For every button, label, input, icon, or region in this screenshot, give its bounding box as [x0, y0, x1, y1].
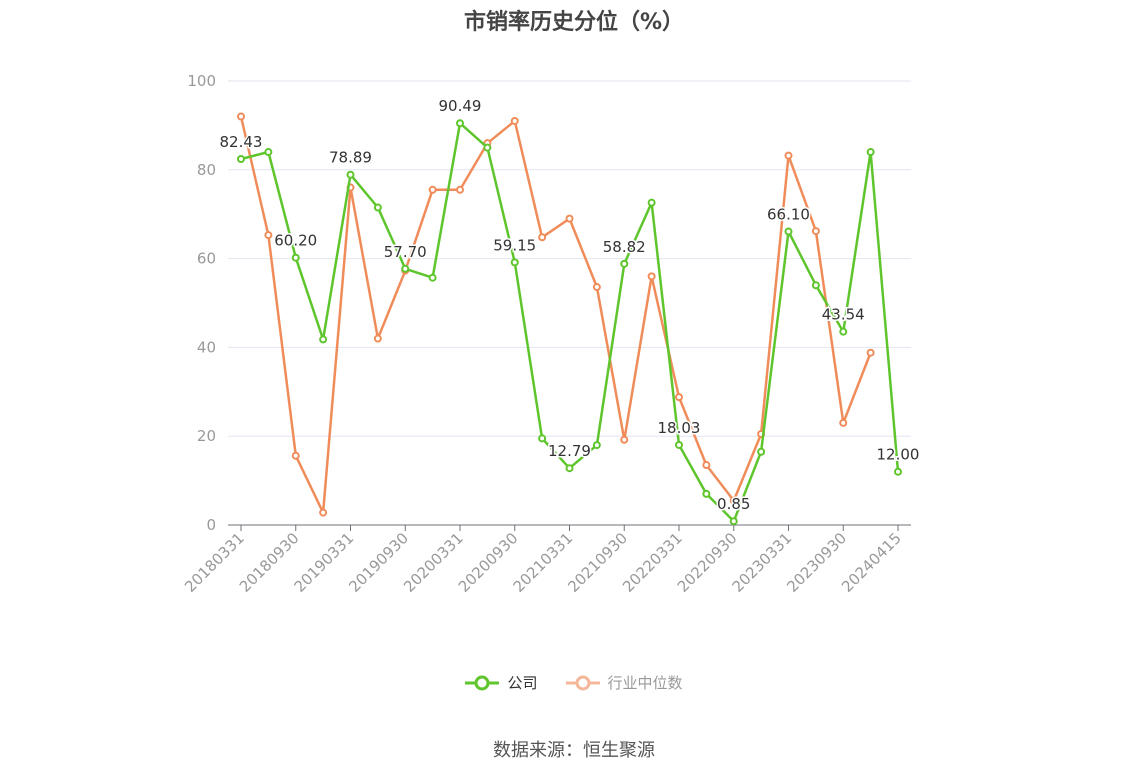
data-point	[894, 467, 902, 476]
data-point	[839, 418, 848, 427]
data-label: 12.79	[548, 442, 591, 460]
data-point	[428, 185, 437, 194]
data-point	[839, 327, 848, 336]
data-point	[811, 227, 820, 236]
data-label: 57.70	[384, 243, 427, 261]
data-point	[784, 227, 793, 236]
data-point	[592, 441, 601, 450]
data-label: 58.82	[603, 238, 646, 256]
y-tick-label: 60	[197, 250, 216, 268]
data-point	[866, 348, 875, 357]
legend-line-icon	[465, 675, 500, 690]
data-point	[866, 148, 875, 157]
data-label: 90.49	[439, 97, 482, 115]
data-point	[456, 185, 464, 194]
data-point	[675, 440, 683, 449]
data-point	[510, 258, 519, 267]
data-label: 78.89	[329, 149, 372, 167]
data-source: 数据来源：恒生聚源	[493, 740, 655, 761]
data-point	[483, 143, 492, 152]
data-point	[702, 489, 711, 498]
data-point	[428, 273, 437, 282]
data-point	[538, 233, 547, 242]
legend: 公司 行业中位数	[0, 672, 1148, 693]
data-point	[373, 334, 382, 343]
legend-item-industry-median[interactable]: 行业中位数	[565, 672, 683, 693]
data-point	[729, 517, 738, 526]
legend-line-icon	[565, 675, 600, 690]
data-point	[401, 264, 410, 273]
legend-label: 行业中位数	[607, 674, 683, 692]
data-label: 60.20	[274, 232, 317, 250]
data-point	[373, 203, 382, 212]
data-point	[456, 119, 464, 128]
data-point	[319, 335, 328, 344]
legend-item-company[interactable]: 公司	[465, 672, 538, 693]
data-label: 66.10	[767, 206, 810, 224]
data-label: 0.85	[717, 495, 750, 513]
data-point	[565, 464, 574, 473]
data-label: 82.43	[220, 133, 263, 151]
data-point	[784, 151, 793, 160]
y-tick-label: 80	[197, 161, 216, 179]
data-label: 43.54	[822, 306, 865, 324]
data-label: 12.00	[877, 446, 920, 464]
data-label: 18.03	[658, 419, 701, 437]
y-tick-label: 20	[197, 427, 216, 445]
data-point	[811, 281, 820, 290]
data-point	[729, 496, 738, 505]
y-tick-label: 0	[206, 516, 216, 534]
data-point	[346, 170, 355, 179]
y-tick-label: 40	[197, 338, 216, 356]
data-point	[675, 393, 683, 402]
data-point	[647, 272, 656, 281]
data-label: 59.15	[493, 236, 536, 254]
data-point	[264, 231, 273, 240]
data-point	[647, 198, 656, 207]
series-line-1	[239, 116, 872, 514]
data-point	[291, 253, 300, 262]
data-point	[291, 451, 300, 460]
data-point	[264, 148, 273, 157]
data-point	[702, 461, 711, 470]
chart-title: 市销率历史分位（%）	[463, 10, 685, 35]
x-tick-label: 20240415	[838, 529, 905, 596]
y-tick-label: 100	[187, 72, 216, 90]
data-point	[620, 435, 629, 444]
data-point	[565, 214, 574, 223]
data-point	[538, 434, 547, 443]
data-point	[757, 447, 766, 456]
data-point	[620, 259, 629, 268]
legend-label: 公司	[507, 674, 538, 692]
data-point	[510, 116, 519, 125]
data-point	[237, 112, 245, 121]
data-point	[319, 508, 328, 517]
data-point	[237, 155, 245, 164]
data-point	[592, 283, 601, 292]
